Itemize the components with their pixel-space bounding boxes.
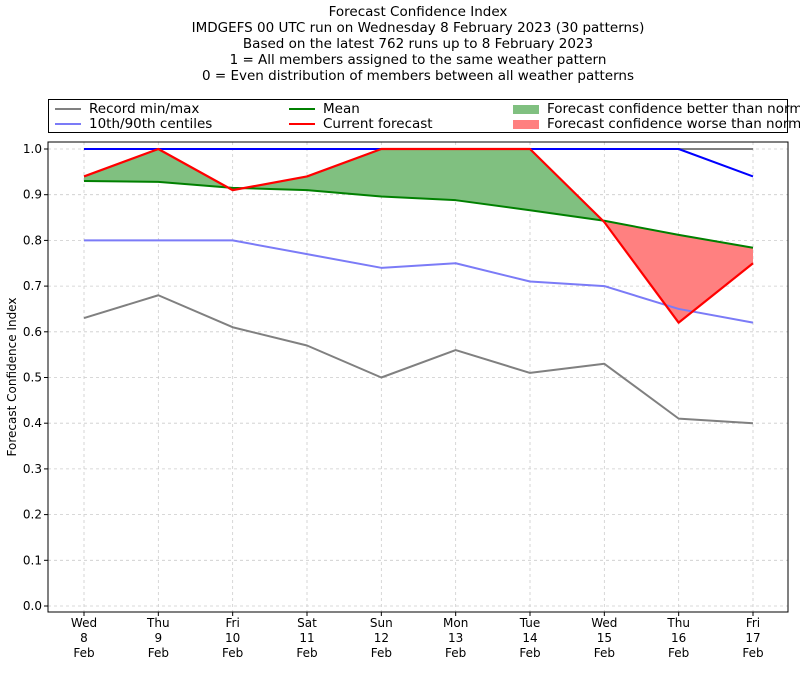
x-tick-label-line: Feb xyxy=(148,646,169,660)
chart-title: Forecast Confidence Index IMDGEFS 00 UTC… xyxy=(0,4,800,84)
legend-item-better: Forecast confidence better than normal xyxy=(513,101,800,117)
x-tick-label-line: 10 xyxy=(225,631,240,645)
plot-frame xyxy=(47,141,789,613)
x-tick-label-line: Fri xyxy=(746,616,760,630)
x-tick-label-line: 16 xyxy=(671,631,686,645)
x-tick-label: Mon 13 Feb xyxy=(443,616,468,660)
x-tick-label-line: Fri xyxy=(226,616,240,630)
worse-than-normal-area xyxy=(602,220,753,323)
legend-item-worse: Forecast confidence worse than normal xyxy=(513,116,800,132)
x-tick-label-line: Feb xyxy=(742,646,763,660)
series-line-record-min xyxy=(83,294,754,425)
y-tick-label: 0.2 xyxy=(23,508,42,522)
x-tick-label-line: Feb xyxy=(668,646,689,660)
series-lines xyxy=(83,147,754,425)
x-tick-label-line: 11 xyxy=(299,631,314,645)
x-tick-label-line: Feb xyxy=(73,646,94,660)
legend-item-centiles: 10th/90th centiles xyxy=(55,116,212,132)
series-line-current xyxy=(83,147,754,324)
y-tick-label: 1.0 xyxy=(23,142,42,156)
y-tick-label: 0.4 xyxy=(23,416,42,430)
x-tick-label: Wed 8 Feb xyxy=(71,616,97,660)
legend-label-better: Forecast confidence better than normal xyxy=(547,101,800,117)
x-tick-label: Tue 14 Feb xyxy=(519,616,541,660)
legend-swatch-current xyxy=(289,123,315,125)
legend-label-record: Record min/max xyxy=(89,101,200,117)
legend-swatch-mean xyxy=(289,108,315,110)
y-tick-label: 0.9 xyxy=(23,188,42,202)
y-tick-label: 0.1 xyxy=(23,553,42,567)
x-tick-label: Sat 11 Feb xyxy=(296,616,317,660)
confidence-fill xyxy=(84,149,753,323)
better-than-normal-area xyxy=(84,149,228,188)
y-tick-label: 0.7 xyxy=(23,279,42,293)
legend: Record min/max 10th/90th centiles Mean C… xyxy=(48,99,800,133)
x-tick-label-line: Feb xyxy=(296,646,317,660)
y-tick-label: 0.3 xyxy=(23,462,42,476)
title-line-5: 0 = Even distribution of members between… xyxy=(201,68,635,84)
x-tick-label-line: 8 xyxy=(80,631,88,645)
x-tick-label-line: Feb xyxy=(222,646,243,660)
title-line-2: IMDGEFS 00 UTC run on Wednesday 8 Februa… xyxy=(191,20,645,36)
x-tick-label: Fri 10 Feb xyxy=(222,616,243,660)
x-tick-label: Wed 15 Feb xyxy=(591,616,617,660)
legend-label-mean: Mean xyxy=(323,101,360,117)
x-tick-label: Sun 12 Feb xyxy=(370,616,393,660)
y-tick-label: 0.6 xyxy=(23,325,42,339)
x-tick-label-line: Thu xyxy=(146,616,170,630)
x-tick-label-line: 17 xyxy=(745,631,760,645)
legend-label-centiles: 10th/90th centiles xyxy=(89,116,213,132)
title-line-4: 1 = All members assigned to the same wea… xyxy=(229,52,607,68)
legend-item-current: Current forecast xyxy=(289,116,433,132)
grid xyxy=(48,142,788,612)
legend-swatch-centiles xyxy=(55,123,81,125)
x-tick-label-line: Thu xyxy=(666,616,690,630)
x-tick-label-line: 9 xyxy=(155,631,163,645)
x-tick-label-line: Tue xyxy=(519,616,541,630)
title-line-1: Forecast Confidence Index xyxy=(328,4,508,20)
legend-item-record: Record min/max xyxy=(55,101,199,117)
legend-item-mean: Mean xyxy=(289,101,360,117)
x-tick-label: Fri 17 Feb xyxy=(742,616,763,660)
x-tick-label-line: Feb xyxy=(371,646,392,660)
legend-swatch-worse xyxy=(513,119,539,129)
y-axis: 0.0 0.1 0.2 0.3 0.4 0.5 0.6 0.7 0.8 0.9 1.0 xyxy=(23,142,48,613)
x-tick-label-line: Wed xyxy=(591,616,617,630)
x-tick-label-line: Feb xyxy=(519,646,540,660)
x-tick-label-line: Mon xyxy=(443,616,468,630)
y-tick-label: 0.0 xyxy=(23,599,42,613)
legend-swatch-better xyxy=(513,104,539,114)
x-tick-label-line: 12 xyxy=(374,631,389,645)
title-line-3: Based on the latest 762 runs up to 8 Feb… xyxy=(242,36,594,52)
legend-label-worse: Forecast confidence worse than normal xyxy=(547,116,800,132)
y-tick-label: 0.5 xyxy=(23,371,42,385)
x-tick-label-line: 14 xyxy=(522,631,537,645)
x-tick-label-line: Sun xyxy=(370,616,393,630)
x-tick-label-line: Feb xyxy=(445,646,466,660)
x-tick-label-line: Wed xyxy=(71,616,97,630)
x-tick-label-line: Feb xyxy=(594,646,615,660)
legend-swatch-record xyxy=(55,108,81,110)
x-tick-label-line: 13 xyxy=(448,631,463,645)
x-tick-label-line: Sat xyxy=(297,616,317,630)
x-tick-label: Thu 16 Feb xyxy=(666,616,690,660)
better-than-normal-area xyxy=(243,149,603,221)
legend-label-current: Current forecast xyxy=(323,116,433,132)
series-line-mean xyxy=(83,179,754,249)
y-axis-label: Forecast Confidence Index xyxy=(5,298,19,457)
x-tick-label: Thu 9 Feb xyxy=(146,616,170,660)
series-line-p10 xyxy=(84,239,754,324)
x-tick-label-line: 15 xyxy=(597,631,612,645)
y-tick-label: 0.8 xyxy=(23,233,42,247)
